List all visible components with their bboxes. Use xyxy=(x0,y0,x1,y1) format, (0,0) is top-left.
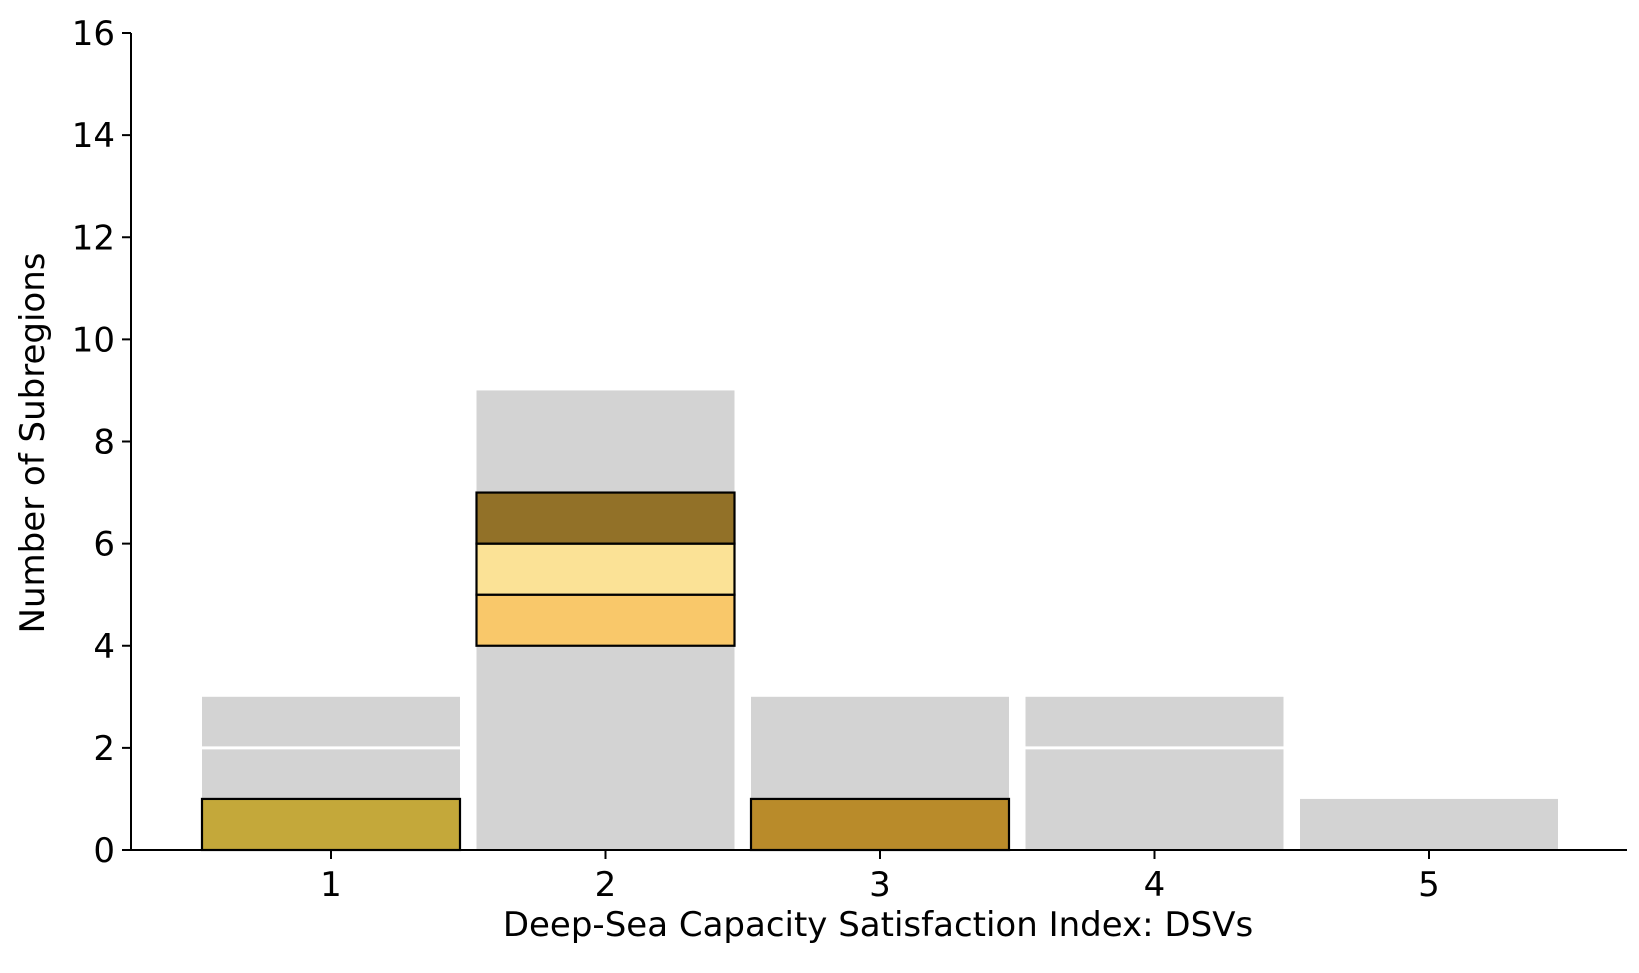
background-bar xyxy=(1300,798,1558,850)
x-tick-label: 5 xyxy=(1418,865,1440,905)
y-axis-label: Number of Subregions xyxy=(13,253,53,634)
highlight-bar-segment xyxy=(200,797,462,852)
highlight-bar-segment xyxy=(475,593,736,647)
x-tick-label: 4 xyxy=(1144,865,1166,905)
y-tick-label: 2 xyxy=(93,729,115,769)
x-tick-label: 1 xyxy=(320,865,342,905)
y-tick-label: 8 xyxy=(93,423,115,463)
highlight-bar-segment xyxy=(749,797,1011,852)
x-axis-ticks: 1 2 3 4 5 xyxy=(320,850,1440,905)
x-axis-label: Deep-Sea Capacity Satisfaction Index: DS… xyxy=(503,905,1253,945)
y-axis-ticks: 0 2 4 6 8 10 12 14 16 xyxy=(72,14,131,871)
y-tick-label: 16 xyxy=(72,14,115,54)
y-tick-label: 0 xyxy=(93,831,115,871)
x-tick-label: 3 xyxy=(869,865,891,905)
y-tick-label: 10 xyxy=(72,320,115,360)
highlight-bar-segment xyxy=(475,542,736,596)
x-tick-label: 2 xyxy=(595,865,617,905)
background-bar xyxy=(1025,696,1284,850)
background-bars xyxy=(202,390,1558,850)
highlight-bars xyxy=(200,491,1011,852)
y-tick-label: 12 xyxy=(72,218,115,258)
y-tick-label: 6 xyxy=(93,525,115,565)
y-tick-label: 14 xyxy=(72,116,115,156)
y-tick-label: 4 xyxy=(93,627,115,667)
highlight-bar-segment xyxy=(475,491,736,545)
